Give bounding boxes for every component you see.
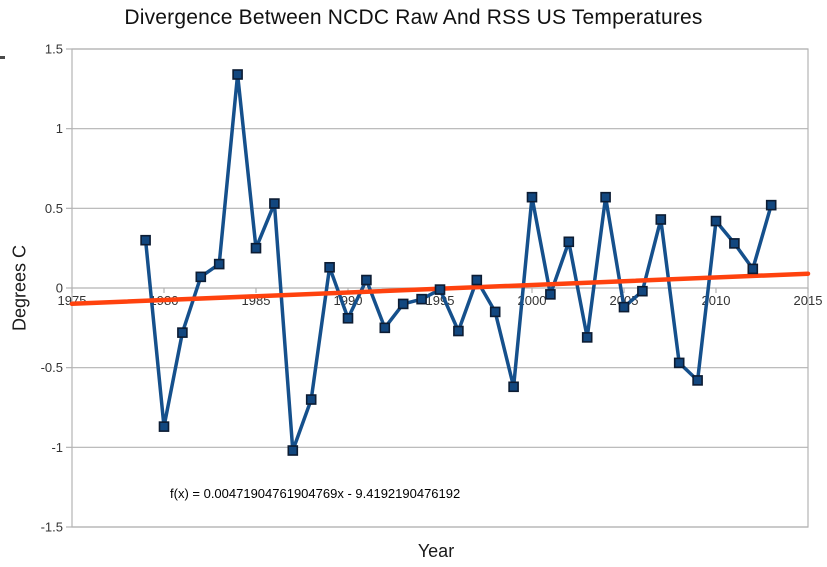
data-point-marker xyxy=(434,284,446,295)
data-point-marker xyxy=(250,242,262,254)
data-point-marker xyxy=(581,332,593,343)
y-tick-label: 1 xyxy=(56,121,63,136)
data-point-marker xyxy=(416,293,427,305)
x-axis-title: Year xyxy=(417,541,455,561)
data-point-marker xyxy=(729,238,740,249)
data-point-marker xyxy=(471,274,483,286)
data-point-marker xyxy=(177,327,188,338)
x-tick-label: 2015 xyxy=(794,293,823,308)
data-point-marker xyxy=(673,357,685,369)
data-point-marker xyxy=(269,198,280,209)
data-point-marker xyxy=(232,69,243,80)
data-point-marker xyxy=(655,214,667,225)
data-point-marker xyxy=(287,445,299,456)
data-point-marker xyxy=(692,375,703,386)
data-point-marker xyxy=(637,285,648,297)
data-point-marker xyxy=(489,306,501,318)
y-tick-label: -0.5 xyxy=(41,360,63,375)
data-point-marker xyxy=(342,312,354,324)
data-point-marker xyxy=(195,271,207,283)
data-point-marker xyxy=(140,234,151,246)
data-point-marker xyxy=(563,236,575,248)
data-point-marker xyxy=(508,381,519,393)
screen-edge-artifact xyxy=(0,56,5,59)
data-point-marker xyxy=(710,215,722,227)
data-point-marker xyxy=(453,325,464,337)
data-point-marker xyxy=(765,199,777,211)
trendline-equation-label: f(x) = 0.00471904761904769x - 9.41921904… xyxy=(170,486,461,501)
data-point-marker xyxy=(747,263,759,275)
series-line xyxy=(143,72,773,453)
data-point-marker xyxy=(397,298,409,310)
data-point-marker xyxy=(213,258,225,270)
data-point-marker xyxy=(379,322,391,334)
data-point-marker xyxy=(545,289,556,300)
data-point-marker xyxy=(526,191,538,203)
y-tick-label: 1.5 xyxy=(45,42,63,57)
y-tick-label: 0 xyxy=(56,281,63,296)
data-point-marker xyxy=(158,421,170,432)
data-point-marker xyxy=(305,394,317,405)
y-tick-label: -1.5 xyxy=(41,520,63,535)
data-point-marker xyxy=(618,301,630,313)
data-point-marker xyxy=(324,261,335,273)
y-tick-label: -1 xyxy=(51,440,63,455)
chart-title: Divergence Between NCDC Raw And RSS US T… xyxy=(124,6,703,29)
y-tick-label: 0.5 xyxy=(45,201,63,216)
x-tick-label: 2000 xyxy=(518,293,547,308)
data-point-marker xyxy=(600,191,611,203)
data-point-marker xyxy=(361,274,372,286)
